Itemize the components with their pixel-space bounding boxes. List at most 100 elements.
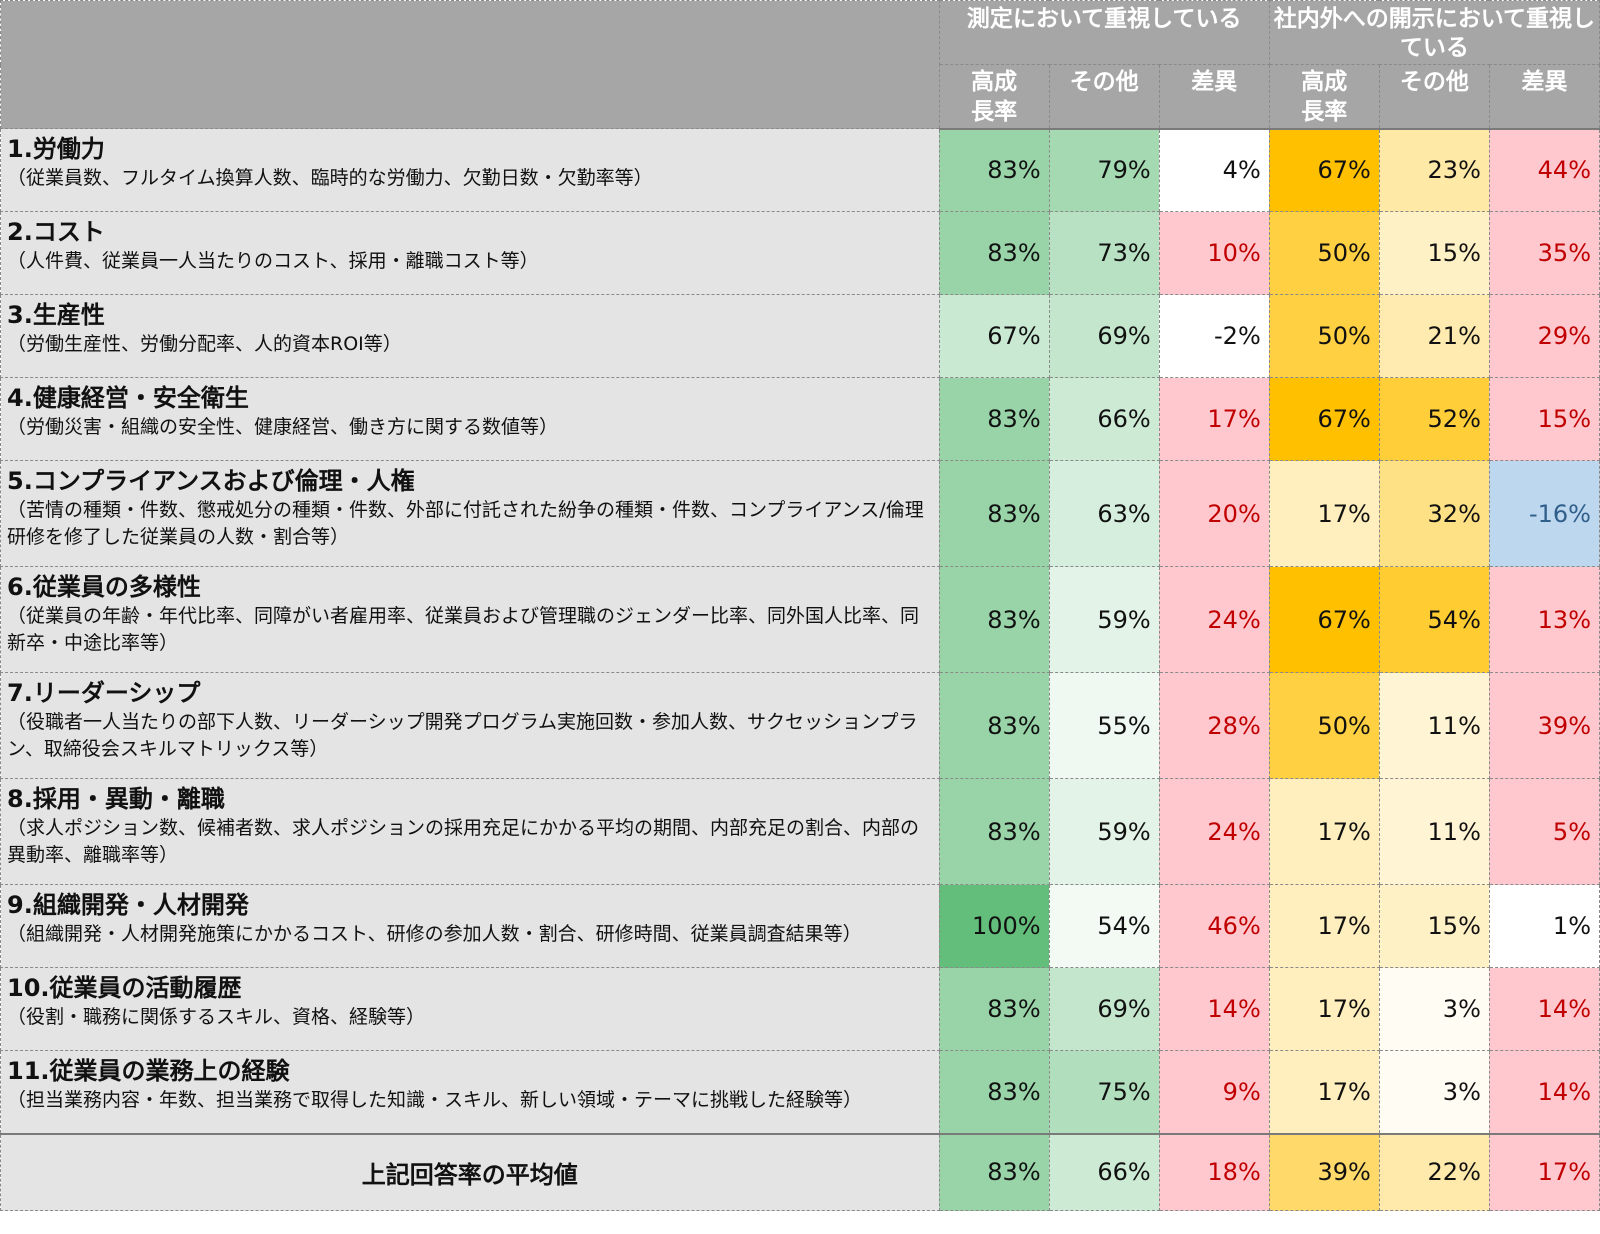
value-cell: 83% <box>938 377 1050 461</box>
value-cell: 46% <box>1158 884 1270 968</box>
row-label: 7.リーダーシップ （役職者一人当たりの部下人数、リーダーシップ開発プログラム実施… <box>0 672 940 779</box>
header-group-disclosure: 社内外への開示において重視している <box>1268 0 1600 65</box>
row-label: 4.健康経営・安全衛生 （労働災害・組織の安全性、健康経営、働き方に関する数値等） <box>0 377 940 461</box>
value-cell: 63% <box>1048 460 1160 567</box>
row-label: 1.労働力 （従業員数、フルタイム換算人数、臨時的な労働力、欠勤日数・欠勤率等） <box>0 128 940 212</box>
value-cell: 28% <box>1158 672 1270 779</box>
value-cell: 4% <box>1158 128 1270 212</box>
value-cell: 17% <box>1158 377 1270 461</box>
value-cell: 73% <box>1048 211 1160 295</box>
row-title: 11.従業員の業務上の経験 <box>7 1057 290 1085</box>
value-cell: 83% <box>938 566 1050 673</box>
value-cell: 15% <box>1488 377 1600 461</box>
value-cell: 13% <box>1488 566 1600 673</box>
value-cell: 67% <box>938 294 1050 378</box>
value-cell: 50% <box>1268 294 1380 378</box>
row-description: （従業員の年齢・年代比率、同障がい者雇用率、従業員および管理職のジェンダー比率、… <box>7 605 920 654</box>
average-value-cell: 66% <box>1048 1132 1160 1211</box>
value-cell: 17% <box>1268 1050 1380 1134</box>
header-group-measurement: 測定において重視している <box>938 0 1270 65</box>
value-cell: 5% <box>1488 778 1600 885</box>
row-label: 11.従業員の業務上の経験 （担当業務内容・年数、担当業務で取得した知識・スキル、… <box>0 1050 940 1134</box>
value-cell: 17% <box>1268 884 1380 968</box>
value-cell: 67% <box>1268 377 1380 461</box>
value-cell: 24% <box>1158 778 1270 885</box>
value-cell: 83% <box>938 211 1050 295</box>
row-description: （労働災害・組織の安全性、健康経営、働き方に関する数値等） <box>7 416 559 438</box>
header-disclose-other: その他 <box>1378 64 1490 130</box>
table-row: 8.採用・異動・離職 （求人ポジション数、候補者数、求人ポジションの採用充足にかか… <box>0 778 1600 885</box>
value-cell: 32% <box>1378 460 1490 567</box>
average-value-cell: 39% <box>1268 1132 1380 1211</box>
value-cell: 10% <box>1158 211 1270 295</box>
row-label: 8.採用・異動・離職 （求人ポジション数、候補者数、求人ポジションの採用充足にかか… <box>0 778 940 885</box>
row-label: 9.組織開発・人材開発 （組織開発・人材開発施策にかかるコスト、研修の参加人数・割… <box>0 884 940 968</box>
row-label: 3.生産性 （労働生産性、労働分配率、人的資本ROI等） <box>0 294 940 378</box>
row-description: （従業員数、フルタイム換算人数、臨時的な労働力、欠勤日数・欠勤率等） <box>7 167 653 189</box>
value-cell: 59% <box>1048 778 1160 885</box>
table-row: 3.生産性 （労働生産性、労働分配率、人的資本ROI等） 67% 69% -2% 50% 2… <box>0 294 1600 378</box>
value-cell: 67% <box>1268 566 1380 673</box>
value-cell: 14% <box>1488 967 1600 1051</box>
value-cell: 54% <box>1378 566 1490 673</box>
value-cell: 52% <box>1378 377 1490 461</box>
value-cell: 55% <box>1048 672 1160 779</box>
row-label: 6.従業員の多様性 （従業員の年齢・年代比率、同障がい者雇用率、従業員および管理職… <box>0 566 940 673</box>
value-cell: 14% <box>1158 967 1270 1051</box>
row-title: 9.組織開発・人材開発 <box>7 891 249 919</box>
value-cell: 11% <box>1378 778 1490 885</box>
value-cell: 83% <box>938 128 1050 212</box>
value-cell: 83% <box>938 1050 1050 1134</box>
table-row: 4.健康経営・安全衛生 （労働災害・組織の安全性、健康経営、働き方に関する数値等）… <box>0 377 1600 461</box>
table-row: 6.従業員の多様性 （従業員の年齢・年代比率、同障がい者雇用率、従業員および管理職… <box>0 566 1600 673</box>
value-cell: 1% <box>1488 884 1600 968</box>
value-cell: 24% <box>1158 566 1270 673</box>
row-label: 10.従業員の活動履歴 （役割・職務に関係するスキル、資格、経験等） <box>0 967 940 1051</box>
value-cell: 3% <box>1378 1050 1490 1134</box>
average-label: 上記回答率の平均値 <box>0 1132 940 1211</box>
value-cell: 69% <box>1048 967 1160 1051</box>
value-cell: 83% <box>938 778 1050 885</box>
value-cell: 29% <box>1488 294 1600 378</box>
row-label: 5.コンプライアンスおよび倫理・人権 （苦情の種類・件数、懲戒処分の種類・件数、外… <box>0 460 940 567</box>
value-cell: 50% <box>1268 672 1380 779</box>
header-measure-high-growth: 高成 長率 <box>938 64 1050 130</box>
value-cell: 35% <box>1488 211 1600 295</box>
row-description: （人件費、従業員一人当たりのコスト、採用・離職コスト等） <box>7 250 539 272</box>
table-row: 11.従業員の業務上の経験 （担当業務内容・年数、担当業務で取得した知識・スキル、… <box>0 1050 1600 1134</box>
value-cell: 44% <box>1488 128 1600 212</box>
value-cell: 3% <box>1378 967 1490 1051</box>
value-cell: 9% <box>1158 1050 1270 1134</box>
value-cell: 50% <box>1268 211 1380 295</box>
value-cell: 17% <box>1268 967 1380 1051</box>
header-disclose-diff: 差異 <box>1488 64 1600 130</box>
table-row: 9.組織開発・人材開発 （組織開発・人材開発施策にかかるコスト、研修の参加人数・割… <box>0 884 1600 968</box>
row-title: 6.従業員の多様性 <box>7 573 201 601</box>
value-cell: 39% <box>1488 672 1600 779</box>
value-cell: -16% <box>1488 460 1600 567</box>
row-description: （担当業務内容・年数、担当業務で取得した知識・スキル、新しい領域・テーマに挑戦し… <box>7 1089 863 1111</box>
row-description: （求人ポジション数、候補者数、求人ポジションの採用充足にかかる平均の期間、内部充… <box>7 817 920 866</box>
value-cell: -2% <box>1158 294 1270 378</box>
value-cell: 17% <box>1268 778 1380 885</box>
row-title: 10.従業員の活動履歴 <box>7 974 242 1002</box>
average-value-cell: 22% <box>1378 1132 1490 1211</box>
table-row: 7.リーダーシップ （役職者一人当たりの部下人数、リーダーシップ開発プログラム実施… <box>0 672 1600 779</box>
value-cell: 11% <box>1378 672 1490 779</box>
header-disclose-high-growth: 高成 長率 <box>1268 64 1380 130</box>
value-cell: 23% <box>1378 128 1490 212</box>
value-cell: 75% <box>1048 1050 1160 1134</box>
value-cell: 21% <box>1378 294 1490 378</box>
row-label: 2.コスト （人件費、従業員一人当たりのコスト、採用・離職コスト等） <box>0 211 940 295</box>
value-cell: 100% <box>938 884 1050 968</box>
value-cell: 67% <box>1268 128 1380 212</box>
row-description: （苦情の種類・件数、懲戒処分の種類・件数、外部に付託された紛争の種類・件数、コン… <box>7 499 924 548</box>
row-title: 2.コスト <box>7 218 105 246</box>
table-row: 5.コンプライアンスおよび倫理・人権 （苦情の種類・件数、懲戒処分の種類・件数、外… <box>0 460 1600 567</box>
row-description: （労働生産性、労働分配率、人的資本ROI等） <box>7 333 402 355</box>
average-value-cell: 17% <box>1488 1132 1600 1211</box>
table-row: 10.従業員の活動履歴 （役割・職務に関係するスキル、資格、経験等） 83% 69% 1… <box>0 967 1600 1051</box>
average-value-cell: 18% <box>1158 1132 1270 1211</box>
row-title: 8.採用・異動・離職 <box>7 785 225 813</box>
